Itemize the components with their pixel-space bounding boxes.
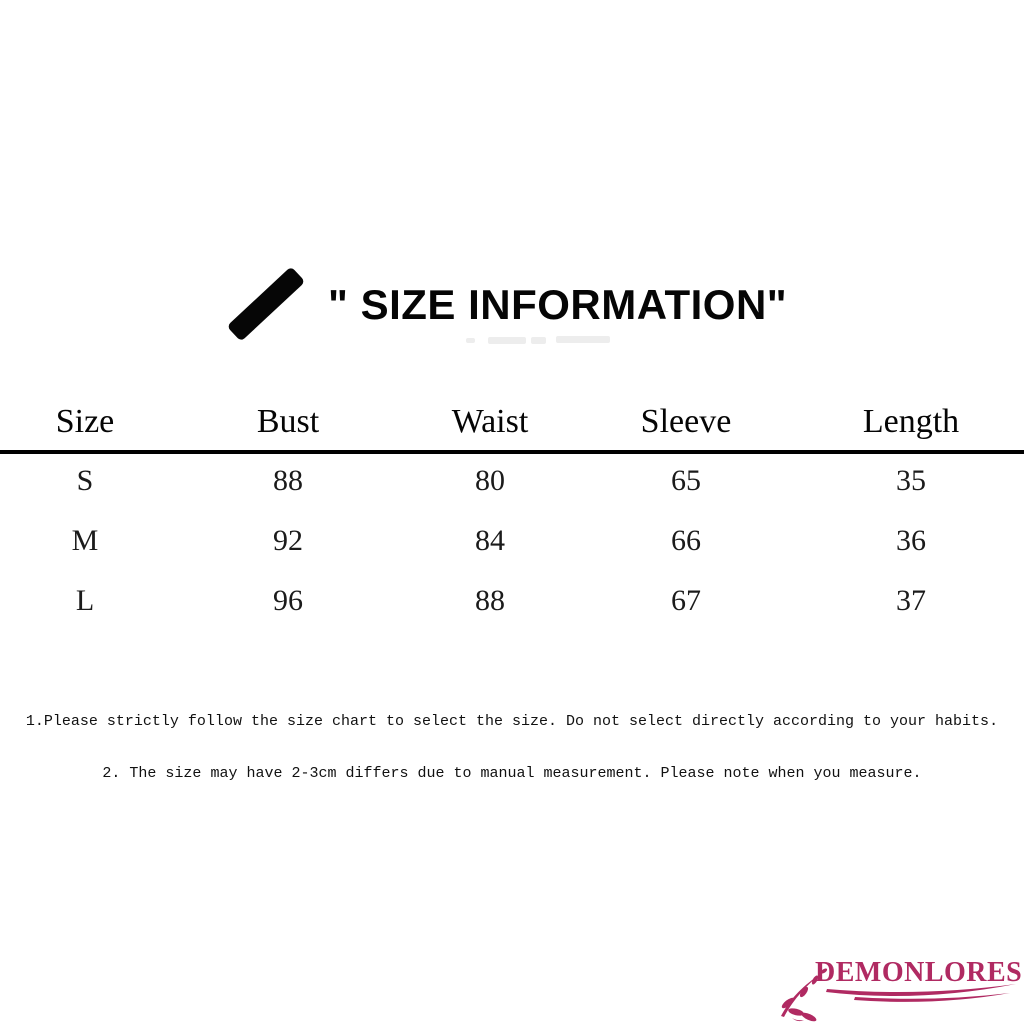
cell-length: 37 — [896, 584, 926, 617]
cell-sleeve: 67 — [671, 584, 701, 617]
column-header-bust: Bust — [256, 403, 320, 440]
table-row-l: L 96 88 67 37 — [0, 571, 1024, 631]
faded-text-artifact — [466, 338, 475, 343]
cell-waist: 84 — [475, 524, 505, 557]
cell-size: S — [76, 464, 94, 497]
cell-length: 36 — [896, 524, 926, 557]
cell-length: 35 — [896, 464, 926, 497]
faded-text-artifact — [488, 337, 526, 344]
sizing-note-2: 2. The size may have 2-3cm differs due t… — [102, 765, 922, 782]
column-header-sleeve: Sleeve — [640, 403, 732, 440]
cell-bust: 96 — [273, 584, 303, 617]
faded-text-artifact — [531, 337, 546, 344]
cell-sleeve: 66 — [671, 524, 701, 557]
brush-stroke-bar — [226, 266, 306, 342]
brand-logo: DEMONLORES — [778, 948, 1024, 1024]
cell-bust: 88 — [273, 464, 303, 497]
brand-logo-decoration — [781, 968, 1016, 1022]
cell-waist: 88 — [475, 584, 505, 617]
page-title: " SIZE INFORMATION" — [328, 281, 788, 328]
brand-name: DEMONLORES — [815, 957, 1023, 988]
column-header-length: Length — [862, 403, 960, 440]
cell-size: L — [75, 584, 95, 617]
leaf-flourish-icon — [781, 968, 828, 1022]
table-row-s: S 88 80 65 35 — [0, 451, 1024, 511]
table-row-m: M 92 84 66 36 — [0, 511, 1024, 571]
column-header-size: Size — [55, 403, 115, 440]
brush-stroke-icon — [222, 262, 310, 346]
sizing-note-1: 1.Please strictly follow the size chart … — [25, 713, 999, 730]
table-header-row: Size Bust Waist Sleeve Length — [0, 400, 1024, 454]
underline-swoosh-icon — [826, 984, 1016, 1002]
cell-bust: 92 — [273, 524, 303, 557]
cell-size: M — [71, 524, 99, 557]
cell-sleeve: 65 — [671, 464, 701, 497]
cell-waist: 80 — [475, 464, 505, 497]
column-header-waist: Waist — [451, 403, 529, 440]
faded-text-artifact — [556, 336, 610, 343]
table-body: S 88 80 65 35 M 92 84 66 36 L 96 88 67 3… — [0, 451, 1024, 631]
